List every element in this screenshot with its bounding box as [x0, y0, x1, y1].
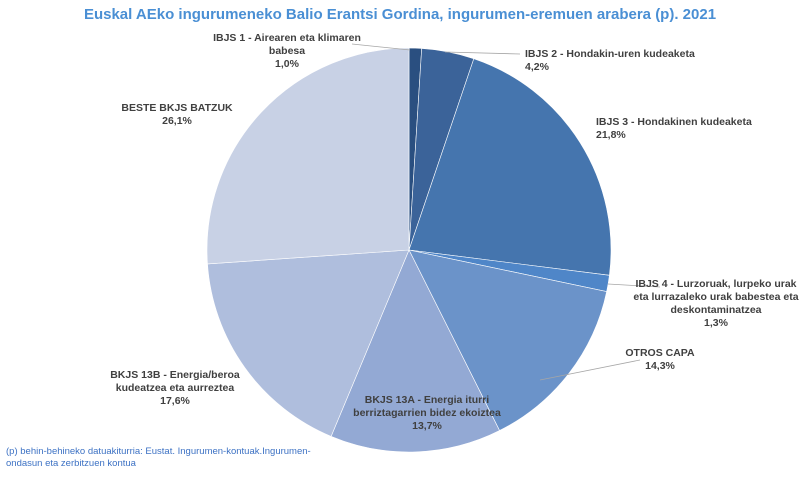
pie-slice-6: [330, 249, 500, 453]
leader-line-4: [607, 283, 661, 288]
slice-value-label-8: 26,1%: [162, 115, 192, 127]
slice-label-5: OTROS CAPA: [625, 347, 695, 359]
slice-value-label-6: 13,7%: [412, 420, 442, 432]
pie-slice-8: [206, 47, 410, 265]
slice-label-7: kudeatzea eta aurreztea: [116, 382, 235, 394]
pie-slice-7: [207, 249, 410, 437]
slice-label-4: IBJS 4 - Lurzoruak, lurpeko urak: [635, 278, 796, 290]
leader-lines: [351, 43, 661, 381]
slice-label-1: babesa: [269, 45, 305, 57]
pie-slice-3: [408, 58, 612, 276]
slice-label-2: IBJS 2 - Hondakin-uren kudeaketa: [525, 48, 695, 60]
slice-label-4: eta lurrazaleko urak babestea eta: [633, 291, 798, 303]
slice-value-label-5: 14,3%: [645, 360, 675, 372]
slice-label-3: IBJS 3 - Hondakinen kudeaketa: [596, 116, 752, 128]
pie-slices: [206, 47, 612, 453]
pie-slice-5: [408, 249, 608, 431]
source-footnote: (p) behin-behineko datuakiturria: Eustat…: [6, 446, 311, 469]
chart-title: Euskal AEko ingurumeneko Balio Erantsi G…: [83, 6, 717, 23]
slice-label-4: deskontaminatzea: [670, 304, 761, 316]
leader-line-1: [351, 43, 411, 51]
slice-label-8: BESTE BKJS BATZUK: [121, 102, 233, 114]
slice-value-label-1: 1,0%: [275, 58, 300, 70]
slice-value-label-2: 4,2%: [525, 61, 550, 73]
leader-line-5: [539, 359, 641, 381]
slice-label-1: IBJS 1 - Airearen eta klimaren: [213, 32, 361, 44]
slice-label-6: BKJS 13A - Energia iturri: [365, 394, 490, 406]
slice-label-6: berriztagarrien bidez ekoiztea: [353, 407, 501, 419]
slice-label-7: BKJS 13B - Energia/beroa: [110, 369, 240, 381]
slice-labels: IBJS 1 - Airearen eta klimarenbabesa1,0%…: [110, 32, 799, 432]
slice-value-label-4: 1,3%: [704, 317, 729, 329]
leader-line-2: [444, 51, 521, 55]
slice-value-label-3: 21,8%: [596, 129, 626, 141]
slice-value-label-7: 17,6%: [160, 395, 190, 407]
